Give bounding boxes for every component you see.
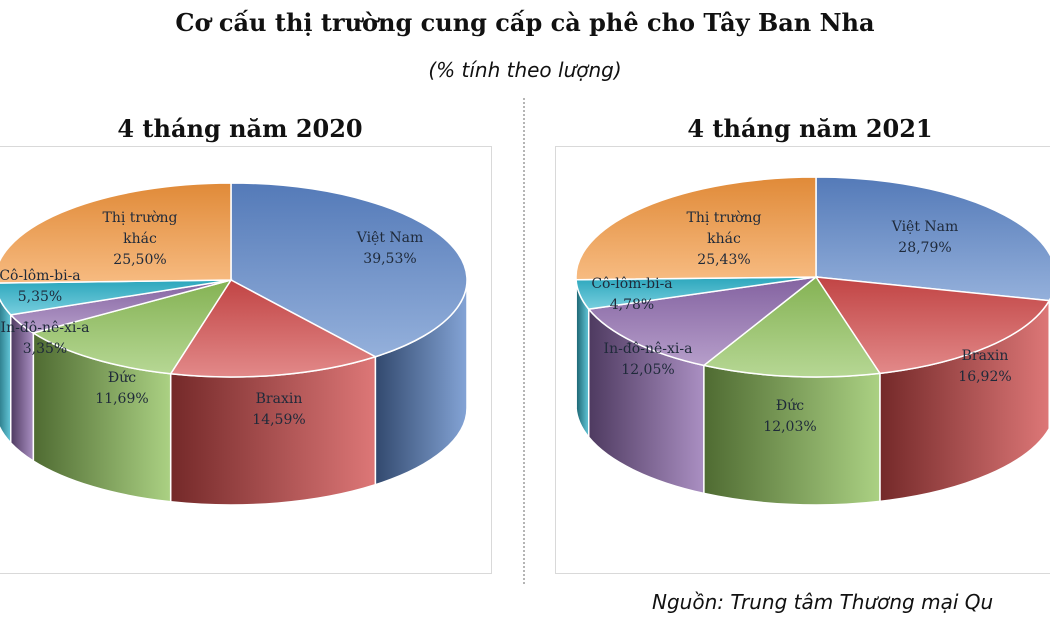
- pie-slice-braxin: [814, 276, 1050, 375]
- slice-value: 12,03%: [763, 419, 816, 435]
- slice-category: Cô-lôm-bi-a: [591, 276, 672, 292]
- slice-value: 3,35%: [23, 341, 67, 357]
- slice-category: In-đô-nê-xi-a: [1, 320, 90, 336]
- pie-title-2020: 4 tháng năm 2020: [117, 114, 363, 143]
- slice-value: 25,43%: [697, 252, 750, 268]
- slice-label: In-đô-nê-xi-a 12,05%: [604, 341, 693, 378]
- slice-value: 5,35%: [18, 289, 62, 305]
- slice-label: Braxin 16,92%: [958, 348, 1011, 385]
- pie-slice-cô-lôm-bi-a: [0, 279, 232, 316]
- slice-category: Braxin: [962, 348, 1009, 364]
- chart-subtitle: (% tính theo lượng): [428, 58, 622, 82]
- pie-slice-việt-nam: [230, 182, 468, 358]
- pie-title-2021: 4 tháng năm 2021: [687, 114, 933, 143]
- slice-category: Cô-lôm-bi-a: [0, 268, 81, 284]
- slice-value: 16,92%: [958, 369, 1011, 385]
- pie-slice-in-đô-nê-xi-a: [587, 275, 819, 367]
- slice-label: Thị trường khác 25,43%: [686, 210, 761, 268]
- slice-category: In-đô-nê-xi-a: [604, 341, 693, 357]
- slice-category: khác: [707, 231, 741, 247]
- slice-label: Cô-lôm-bi-a 4,78%: [591, 276, 672, 313]
- pie-slice-thị-trường-khác: [0, 182, 232, 284]
- pie-side-segment: [703, 364, 881, 506]
- pie-labels-1: Việt Nam 28,79% Braxin 16,92% Đức 12,03% In-đô…: [591, 210, 1011, 435]
- panel-divider: [523, 98, 525, 584]
- slice-category: Braxin: [256, 391, 303, 407]
- slice-label: Thị trường khác 25,50%: [102, 210, 177, 268]
- pie-slice-đức: [702, 275, 882, 378]
- pie-sides-1: [575, 276, 1050, 506]
- slice-label: In-đô-nê-xi-a 3,35%: [1, 320, 90, 357]
- slice-value: 4,78%: [610, 297, 654, 313]
- slice-category: Thị trường: [102, 210, 177, 226]
- pie-top-1: [575, 176, 1050, 378]
- slice-value: 25,50%: [113, 252, 166, 268]
- slice-label: Việt Nam 28,79%: [891, 219, 959, 256]
- pie-side-segment: [169, 355, 377, 506]
- pie-top-0: [0, 182, 468, 378]
- slice-value: 14,59%: [252, 412, 305, 428]
- slice-category: Việt Nam: [356, 230, 424, 246]
- slice-category: Thị trường: [686, 210, 761, 226]
- pie-slice-đức: [31, 278, 233, 375]
- slice-label: Braxin 14,59%: [252, 391, 305, 428]
- chart-title: Cơ cấu thị trường cung cấp cà phê cho Tâ…: [175, 8, 875, 37]
- pie-side-segment: [9, 312, 35, 463]
- pie-slice-việt-nam: [815, 176, 1050, 302]
- slice-value: 11,69%: [95, 391, 148, 407]
- slice-category: khác: [123, 231, 157, 247]
- source-note: Nguồn: Trung tâm Thương mại Qu: [652, 590, 994, 614]
- panel-frame-2020: [0, 146, 492, 574]
- slice-category: Đức: [108, 370, 136, 386]
- panel-frame-2021: [555, 146, 1050, 574]
- slice-label: Đức 11,69%: [95, 370, 148, 407]
- slice-value: 12,05%: [621, 362, 674, 378]
- slice-category: Đức: [776, 398, 804, 414]
- slice-label: Cô-lôm-bi-a 5,35%: [0, 268, 81, 305]
- slice-label: Việt Nam 39,53%: [356, 230, 424, 267]
- pie-slice-thị-trường-khác: [575, 176, 817, 281]
- pie-labels-0: Việt Nam 39,53% Braxin 14,59% Đức 11,69% In-đô…: [0, 210, 423, 428]
- slice-value: 28,79%: [898, 240, 951, 256]
- slice-category: Việt Nam: [891, 219, 959, 235]
- pie-slice-braxin: [169, 279, 378, 378]
- slice-value: 39,53%: [363, 251, 416, 267]
- slice-label: Đức 12,03%: [763, 398, 816, 435]
- pie-sides-0: [0, 279, 468, 506]
